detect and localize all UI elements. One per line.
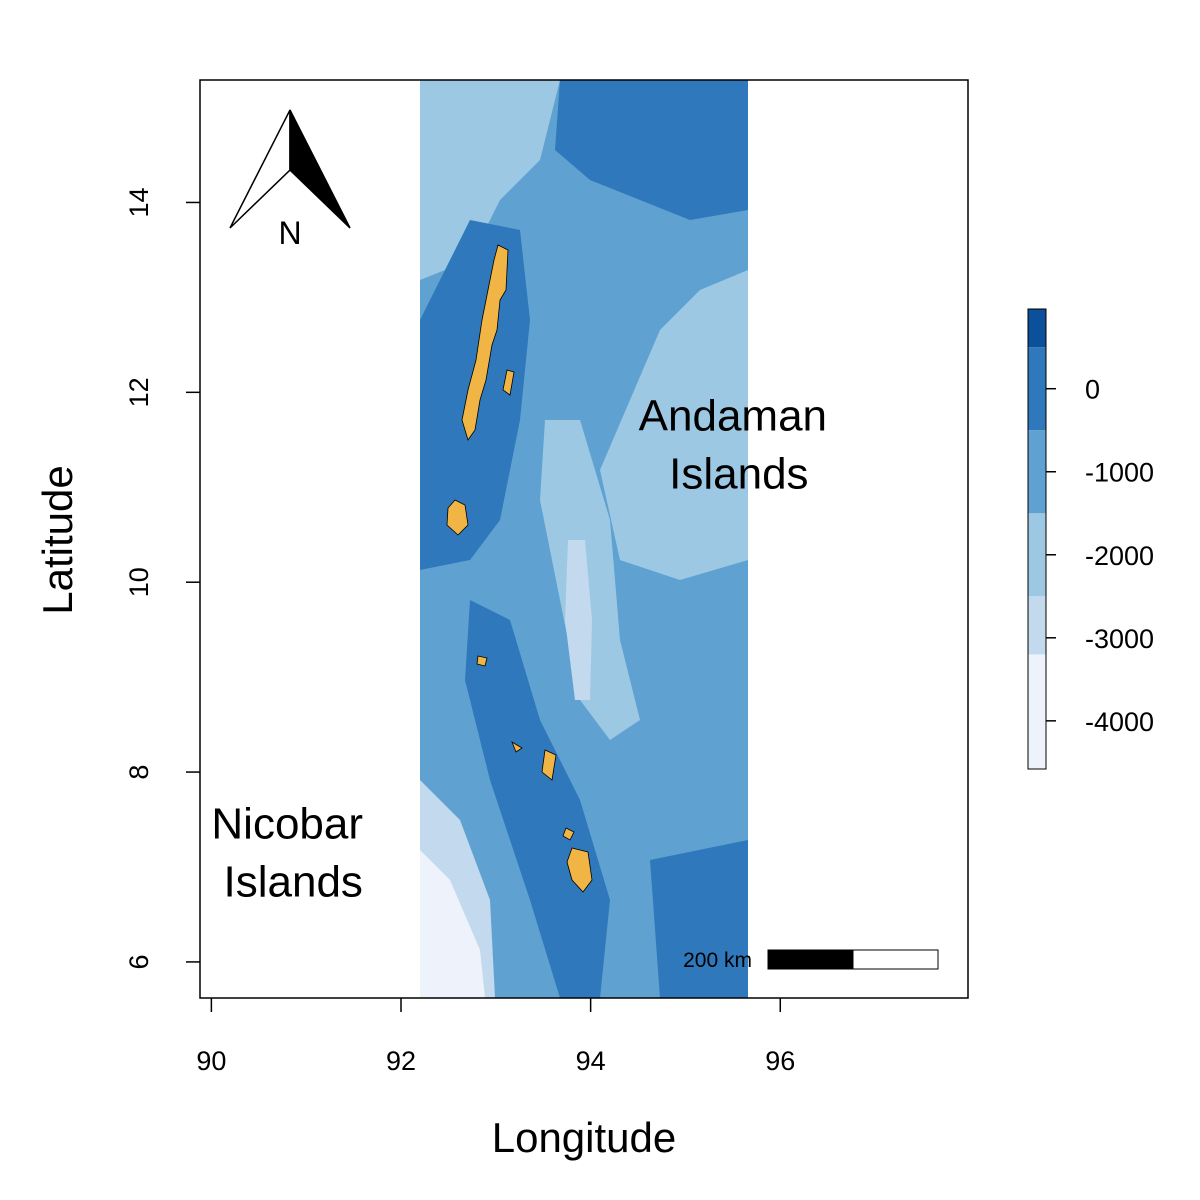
scale-bar: 200 km bbox=[683, 949, 939, 972]
island bbox=[446, 499, 469, 536]
island bbox=[502, 369, 515, 396]
island bbox=[566, 847, 593, 893]
colorbar-bin bbox=[1028, 309, 1046, 348]
depth-zone bbox=[650, 840, 748, 998]
island bbox=[461, 244, 509, 441]
y-axis-title: Latitude bbox=[34, 465, 81, 614]
depth-zone bbox=[565, 540, 592, 700]
island bbox=[476, 655, 488, 667]
y-tick-label: 12 bbox=[124, 377, 154, 407]
y-tick-label: 10 bbox=[124, 567, 154, 597]
colorbar-tick-label: -3000 bbox=[1085, 624, 1154, 654]
colorbar-tick-label: -1000 bbox=[1085, 458, 1154, 488]
scale-white bbox=[852, 949, 939, 970]
colorbar-bin bbox=[1028, 347, 1046, 431]
x-tick-label: 94 bbox=[576, 1046, 606, 1076]
x-tick-label: 90 bbox=[196, 1046, 226, 1076]
island bbox=[541, 749, 557, 781]
annotation: Islands bbox=[224, 858, 363, 907]
colorbar-tick-label: -2000 bbox=[1085, 541, 1154, 571]
annotation: Nicobar bbox=[211, 800, 363, 849]
annotation: Islands bbox=[669, 449, 808, 498]
depth-zone bbox=[540, 420, 640, 740]
plot-frame bbox=[199, 79, 969, 999]
north-label: N bbox=[278, 215, 301, 251]
x-tick-label: 96 bbox=[765, 1046, 795, 1076]
islands bbox=[446, 244, 593, 893]
scale-label: 200 km bbox=[683, 949, 752, 972]
colorbar-bin bbox=[1028, 430, 1046, 514]
x-tick-label: 92 bbox=[386, 1046, 416, 1076]
colorbar-frame bbox=[1027, 308, 1047, 770]
x-axis-title: Longitude bbox=[492, 1114, 677, 1161]
y-tick-label: 6 bbox=[124, 954, 154, 969]
y-tick-label: 8 bbox=[124, 765, 154, 780]
colorbar-tick-label: -4000 bbox=[1085, 707, 1154, 737]
depth-zone bbox=[555, 80, 748, 220]
colorbar-tick-label: 0 bbox=[1085, 375, 1100, 405]
depth-zone bbox=[420, 80, 560, 280]
island bbox=[562, 827, 575, 841]
colorbar-bin bbox=[1028, 596, 1046, 655]
colorbar-bin bbox=[1028, 513, 1046, 597]
y-tick-label: 14 bbox=[124, 187, 154, 217]
depth-zone bbox=[465, 600, 610, 998]
colorbar-bin bbox=[1028, 654, 1046, 769]
arrow-right bbox=[289, 109, 351, 229]
bathymetry bbox=[420, 80, 748, 998]
north-arrow: N bbox=[229, 109, 351, 251]
depth-zone bbox=[420, 850, 485, 998]
annotation: Andaman bbox=[639, 391, 827, 440]
depth-zone bbox=[600, 270, 748, 580]
scale-black bbox=[767, 949, 854, 970]
island bbox=[511, 741, 523, 753]
